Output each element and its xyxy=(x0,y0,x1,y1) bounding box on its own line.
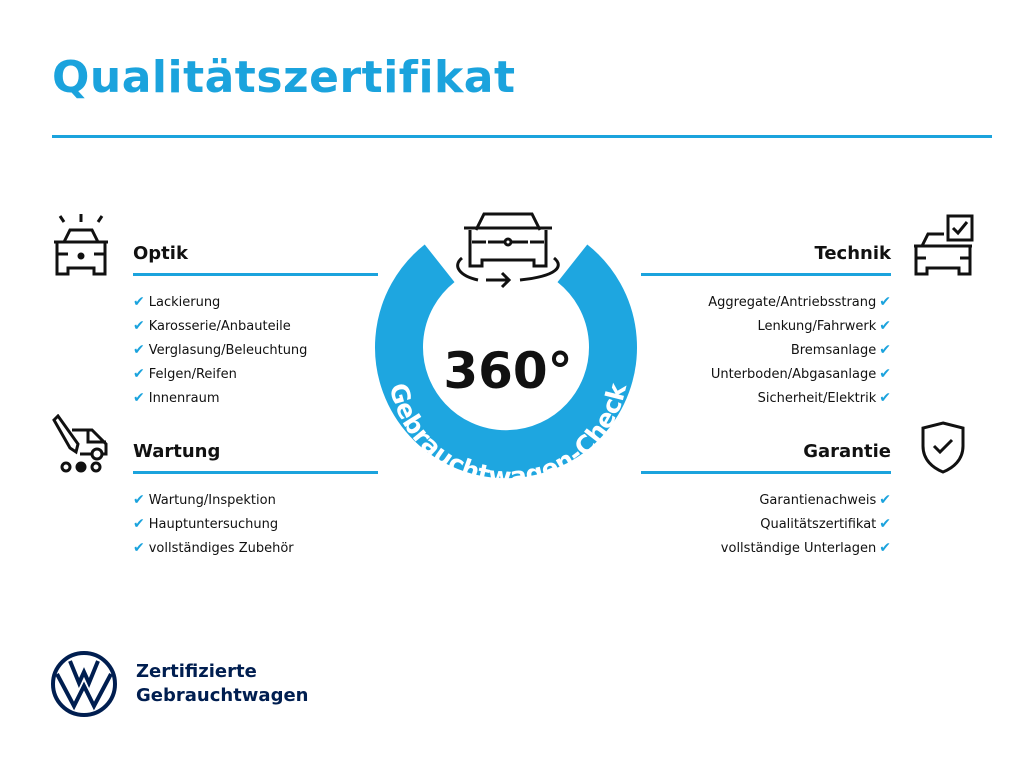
section-divider xyxy=(641,471,891,474)
section-wartung: Wartung ✔ Wartung/Inspektion ✔ Hauptunters… xyxy=(133,441,378,560)
car-checkbox-icon xyxy=(914,214,974,276)
brand-text: Zertifizierte Gebrauchtwagen xyxy=(136,661,309,706)
section-garantie: Garantie Garantienachweis ✔ Qualitätszert… xyxy=(641,441,891,560)
list-item: Sicherheit/Elektrik ✔ xyxy=(757,390,891,406)
page-title: Qualitätszertifikat xyxy=(52,52,516,103)
list-item: vollständige Unterlagen ✔ xyxy=(720,540,891,556)
service-van-icon xyxy=(52,414,108,473)
check-icon: ✔ xyxy=(879,294,891,310)
check-icon: ✔ xyxy=(133,342,145,358)
list-item: Qualitätszertifikat ✔ xyxy=(760,516,891,532)
section-heading: Technik xyxy=(814,243,891,264)
list-item: Lenkung/Fahrwerk ✔ xyxy=(757,318,891,334)
section-heading: Optik xyxy=(133,243,188,264)
check-icon: ✔ xyxy=(133,390,145,406)
check-icon: ✔ xyxy=(133,492,145,508)
list-item: ✔ Wartung/Inspektion xyxy=(133,492,276,508)
section-technik: Technik Aggregate/Antriebsstrang ✔ Lenkun… xyxy=(641,243,891,410)
section-heading: Wartung xyxy=(133,441,221,462)
ring-arc xyxy=(375,244,637,479)
check-icon: ✔ xyxy=(133,294,145,310)
check-icon: ✔ xyxy=(133,540,145,556)
list-item: ✔ Verglasung/Beleuchtung xyxy=(133,342,308,358)
list-item: ✔ Felgen/Reifen xyxy=(133,366,237,382)
car-light-icon xyxy=(54,214,108,276)
check-icon: ✔ xyxy=(879,492,891,508)
check-icon: ✔ xyxy=(879,318,891,334)
check-icon: ✔ xyxy=(133,318,145,334)
section-divider xyxy=(641,273,891,276)
car-rotate-icon xyxy=(456,212,560,289)
check-icon: ✔ xyxy=(879,516,891,532)
check-icon: ✔ xyxy=(879,342,891,358)
list-item: ✔ vollständiges Zubehör xyxy=(133,540,294,556)
list-item: ✔ Lackierung xyxy=(133,294,221,310)
section-divider xyxy=(133,273,378,276)
section-heading: Garantie xyxy=(803,441,891,462)
vw-logo xyxy=(51,651,117,717)
list-item: ✔ Karosserie/Anbauteile xyxy=(133,318,291,334)
ring-360-check: Gebrauchtwagen-Check 360° xyxy=(375,212,637,492)
check-icon: ✔ xyxy=(879,390,891,406)
list-item: Unterboden/Abgasanlage ✔ xyxy=(710,366,891,382)
section-optik: Optik ✔ Lackierung ✔ Karosserie/Anbauteile… xyxy=(133,243,378,410)
section-divider xyxy=(133,471,378,474)
check-icon: ✔ xyxy=(879,540,891,556)
shield-check-icon xyxy=(921,421,965,474)
list-item: ✔ Innenraum xyxy=(133,390,220,406)
list-item: Garantienachweis ✔ xyxy=(759,492,891,508)
check-icon: ✔ xyxy=(133,366,145,382)
list-item: Aggregate/Antriebsstrang ✔ xyxy=(708,294,891,310)
check-icon: ✔ xyxy=(879,366,891,382)
check-icon: ✔ xyxy=(133,516,145,532)
title-divider xyxy=(52,135,992,138)
degree-value: 360° xyxy=(443,342,572,400)
list-item: ✔ Hauptuntersuchung xyxy=(133,516,279,532)
list-item: Bremsanlage ✔ xyxy=(790,342,891,358)
